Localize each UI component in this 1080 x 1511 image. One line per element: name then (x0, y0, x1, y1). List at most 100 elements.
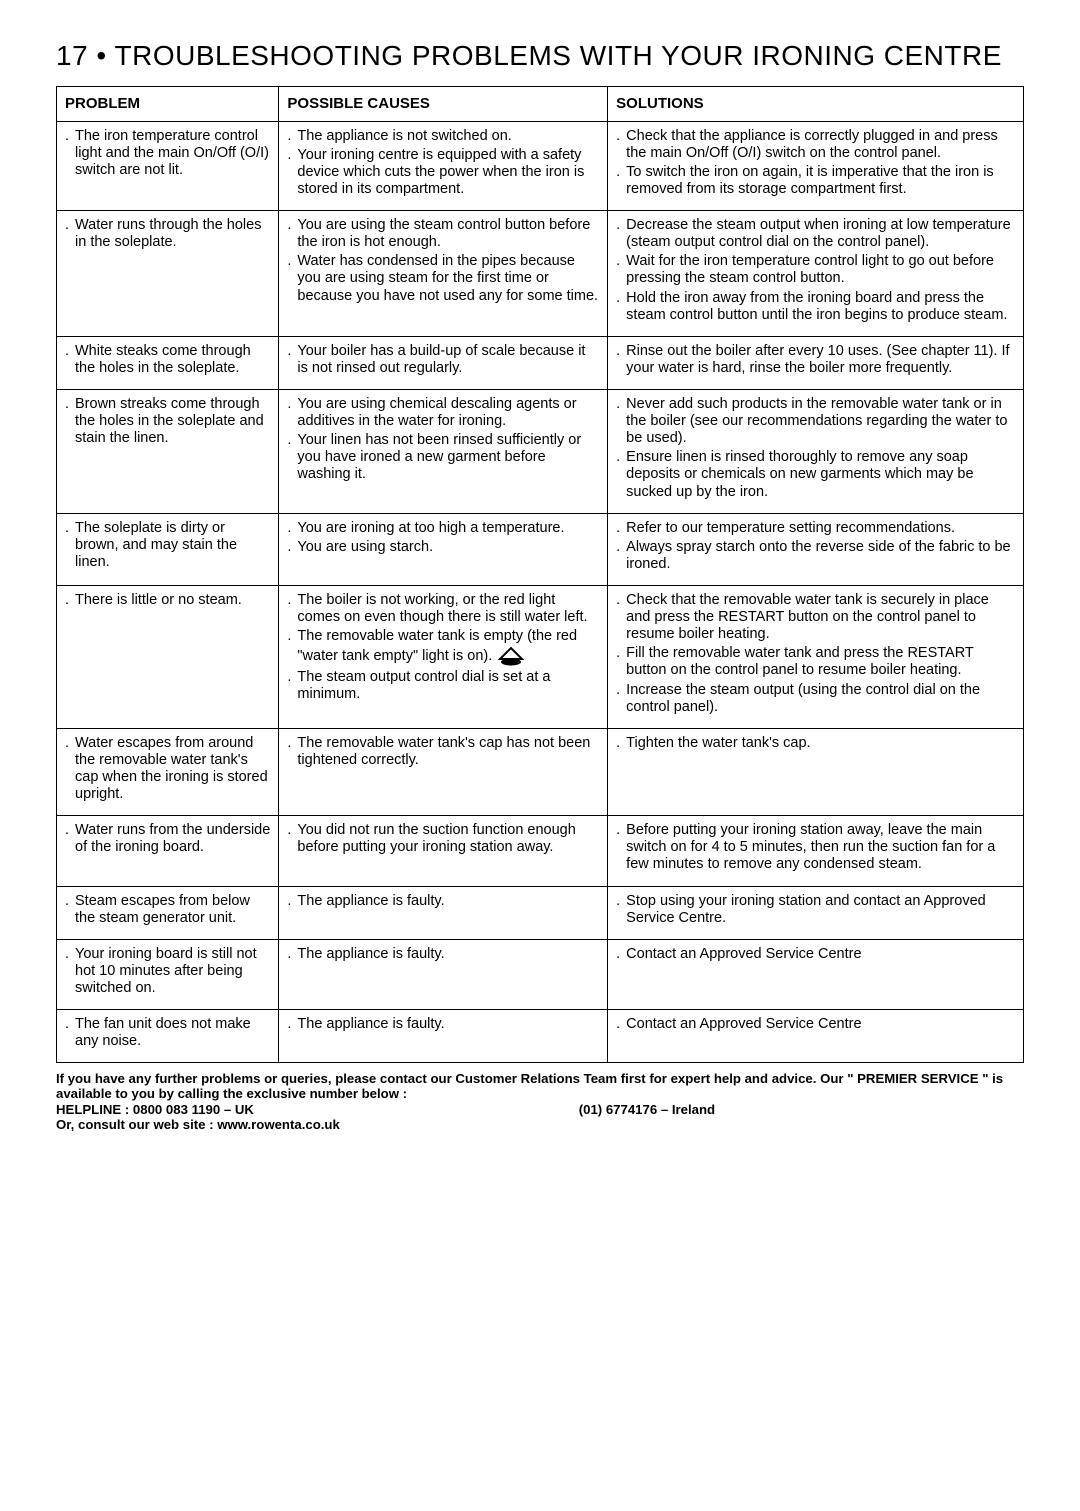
list-item: .Check that the appliance is correctly p… (616, 128, 1015, 162)
list-item-text: The soleplate is dirty or brown, and may… (75, 520, 270, 571)
list-item: .Increase the steam output (using the co… (616, 682, 1015, 716)
list-item-text: There is little or no steam. (75, 592, 270, 609)
cell-solutions: .Rinse out the boiler after every 10 use… (608, 336, 1024, 389)
table-row: .The fan unit does not make any noise.. T… (57, 1010, 1024, 1063)
bullet-dot: . (65, 735, 75, 803)
bullet-dot: . (65, 217, 75, 251)
table-row: .Water escapes from around the removable… (57, 728, 1024, 815)
cell-causes: .You are using the steam control button … (279, 211, 608, 337)
table-row: .Steam escapes from below the steam gene… (57, 886, 1024, 939)
list-item-text: Before putting your ironing station away… (626, 822, 1015, 873)
list-item-text: You are ironing at too high a temperatur… (297, 520, 599, 537)
table-row: .Your ironing board is still not hot 10 … (57, 939, 1024, 1009)
cell-solutions: .Refer to our temperature setting recomm… (608, 513, 1024, 585)
list-item-text: Fill the removable water tank and press … (626, 645, 1015, 679)
cell-problem: .Water runs from the underside of the ir… (57, 816, 279, 886)
troubleshooting-table: PROBLEM POSSIBLE CAUSES SOLUTIONS .The i… (56, 86, 1024, 1063)
bullet-dot: . (287, 822, 297, 856)
list-item-text: Check that the removable water tank is s… (626, 592, 1015, 643)
list-item-text: Contact an Approved Service Centre (626, 946, 1015, 963)
list-item: .To switch the iron on again, it is impe… (616, 164, 1015, 198)
list-item: .The iron temperature control light and … (65, 128, 270, 179)
cell-solutions: .Stop using your ironing station and con… (608, 886, 1024, 939)
list-item-text: Contact an Approved Service Centre (626, 1016, 1015, 1033)
bullet-dot: . (616, 682, 626, 716)
list-item: .Ensure linen is rinsed thoroughly to re… (616, 449, 1015, 500)
list-item-text: To switch the iron on again, it is imper… (626, 164, 1015, 198)
list-item-text: You are using the steam control button b… (297, 217, 599, 251)
cell-problem: .Steam escapes from below the steam gene… (57, 886, 279, 939)
bullet-dot: . (616, 539, 626, 573)
bullet-dot: . (65, 592, 75, 609)
list-item-text: The appliance is faulty. (297, 893, 599, 910)
list-item-text: Ensure linen is rinsed thoroughly to rem… (626, 449, 1015, 500)
cell-solutions: .Decrease the steam output when ironing … (608, 211, 1024, 337)
list-item: .Water runs through the holes in the sol… (65, 217, 270, 251)
list-item-text: You did not run the suction function eno… (297, 822, 599, 856)
bullet-dot: . (616, 290, 626, 324)
page-title: 17 • TROUBLESHOOTING PROBLEMS WITH YOUR … (56, 40, 1024, 72)
bullet-dot: . (65, 520, 75, 571)
cell-solutions: .Contact an Approved Service Centre (608, 1010, 1024, 1063)
bullet-dot: . (287, 147, 297, 198)
list-item: .The appliance is not switched on. (287, 128, 599, 145)
list-item: .You are using chemical descaling agents… (287, 396, 599, 430)
list-item-text: The boiler is not working, or the red li… (297, 592, 599, 626)
list-item-text: Water escapes from around the removable … (75, 735, 270, 803)
list-item: .The fan unit does not make any noise. (65, 1016, 270, 1050)
cell-problem: .The iron temperature control light and … (57, 121, 279, 210)
cell-solutions: .Contact an Approved Service Centre (608, 939, 1024, 1009)
list-item: .Your boiler has a build-up of scale bec… (287, 343, 599, 377)
bullet-dot: . (616, 946, 626, 963)
list-item-text: Water has condensed in the pipes because… (297, 253, 599, 304)
cell-causes: .You did not run the suction function en… (279, 816, 608, 886)
cell-causes: .You are using chemical descaling agents… (279, 390, 608, 514)
list-item-text: Decrease the steam output when ironing a… (626, 217, 1015, 251)
list-item-text: Tighten the water tank's cap. (626, 735, 1015, 752)
footer-line1: If you have any further problems or quer… (56, 1071, 1024, 1101)
cell-solutions: .Tighten the water tank's cap. (608, 728, 1024, 815)
table-row: .Water runs through the holes in the sol… (57, 211, 1024, 337)
list-item: .The boiler is not working, or the red l… (287, 592, 599, 626)
bullet-dot: . (287, 669, 297, 703)
list-item-text: Steam escapes from below the steam gener… (75, 893, 270, 927)
cell-causes: . The boiler is not working, or the red l… (279, 585, 608, 728)
list-item: .Water runs from the underside of the ir… (65, 822, 270, 856)
bullet-dot: . (616, 1016, 626, 1033)
bullet-dot: . (616, 343, 626, 377)
bullet-dot: . (616, 128, 626, 162)
list-item: .The appliance is faulty. (287, 893, 599, 910)
list-item-text: Brown streaks come through the holes in … (75, 396, 270, 447)
list-item-text: Always spray starch onto the reverse sid… (626, 539, 1015, 573)
list-item: .The removable water tank is empty (the … (287, 628, 599, 667)
cell-causes: .Your boiler has a build-up of scale bec… (279, 336, 608, 389)
footer-helpline-uk: HELPLINE : 0800 083 1190 – UK (56, 1102, 579, 1117)
list-item: .The removable water tank's cap has not … (287, 735, 599, 769)
list-item: .Wait for the iron temperature control l… (616, 253, 1015, 287)
list-item: .Water has condensed in the pipes becaus… (287, 253, 599, 304)
bullet-dot: . (287, 128, 297, 145)
list-item-text: Your boiler has a build-up of scale beca… (297, 343, 599, 377)
cell-problem: .Your ironing board is still not hot 10 … (57, 939, 279, 1009)
bullet-dot: . (65, 893, 75, 927)
bullet-dot: . (65, 1016, 75, 1050)
bullet-dot: . (616, 396, 626, 447)
cell-solutions: .Before putting your ironing station awa… (608, 816, 1024, 886)
bullet-dot: . (65, 822, 75, 856)
list-item-text: The removable water tank's cap has not b… (297, 735, 599, 769)
list-item: .The appliance is faulty. (287, 946, 599, 963)
footer: If you have any further problems or quer… (56, 1071, 1024, 1132)
cell-problem: .The fan unit does not make any noise. (57, 1010, 279, 1063)
list-item: .You did not run the suction function en… (287, 822, 599, 856)
bullet-dot: . (616, 217, 626, 251)
list-item-text: White steaks come through the holes in t… (75, 343, 270, 377)
bullet-dot: . (616, 645, 626, 679)
table-row: . White steaks come through the holes in … (57, 336, 1024, 389)
list-item-text: The appliance is faulty. (297, 1016, 599, 1033)
list-item: .Steam escapes from below the steam gene… (65, 893, 270, 927)
table-row: .The soleplate is dirty or brown, and ma… (57, 513, 1024, 585)
steam-iron-icon (496, 648, 524, 664)
list-item-text: The iron temperature control light and t… (75, 128, 270, 179)
cell-solutions: .Never add such products in the removabl… (608, 390, 1024, 514)
cell-problem: .The soleplate is dirty or brown, and ma… (57, 513, 279, 585)
